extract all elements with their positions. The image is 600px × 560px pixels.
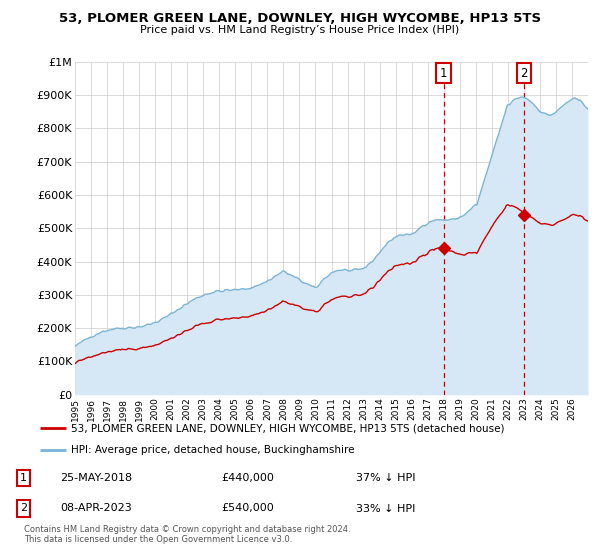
Text: 2: 2 [20,503,27,514]
Text: 53, PLOMER GREEN LANE, DOWNLEY, HIGH WYCOMBE, HP13 5TS (detached house): 53, PLOMER GREEN LANE, DOWNLEY, HIGH WYC… [71,423,505,433]
Text: 1: 1 [440,67,448,80]
Text: 2: 2 [520,67,527,80]
Text: £540,000: £540,000 [221,503,274,514]
Text: 1: 1 [20,473,27,483]
Text: 25-MAY-2018: 25-MAY-2018 [60,473,133,483]
Text: 37% ↓ HPI: 37% ↓ HPI [356,473,416,483]
Text: 53, PLOMER GREEN LANE, DOWNLEY, HIGH WYCOMBE, HP13 5TS: 53, PLOMER GREEN LANE, DOWNLEY, HIGH WYC… [59,12,541,25]
Text: Contains HM Land Registry data © Crown copyright and database right 2024.: Contains HM Land Registry data © Crown c… [24,525,350,534]
Text: 33% ↓ HPI: 33% ↓ HPI [356,503,416,514]
Text: 08-APR-2023: 08-APR-2023 [60,503,132,514]
Text: This data is licensed under the Open Government Licence v3.0.: This data is licensed under the Open Gov… [24,535,292,544]
Text: £440,000: £440,000 [221,473,274,483]
Text: Price paid vs. HM Land Registry’s House Price Index (HPI): Price paid vs. HM Land Registry’s House … [140,25,460,35]
Text: HPI: Average price, detached house, Buckinghamshire: HPI: Average price, detached house, Buck… [71,445,355,455]
